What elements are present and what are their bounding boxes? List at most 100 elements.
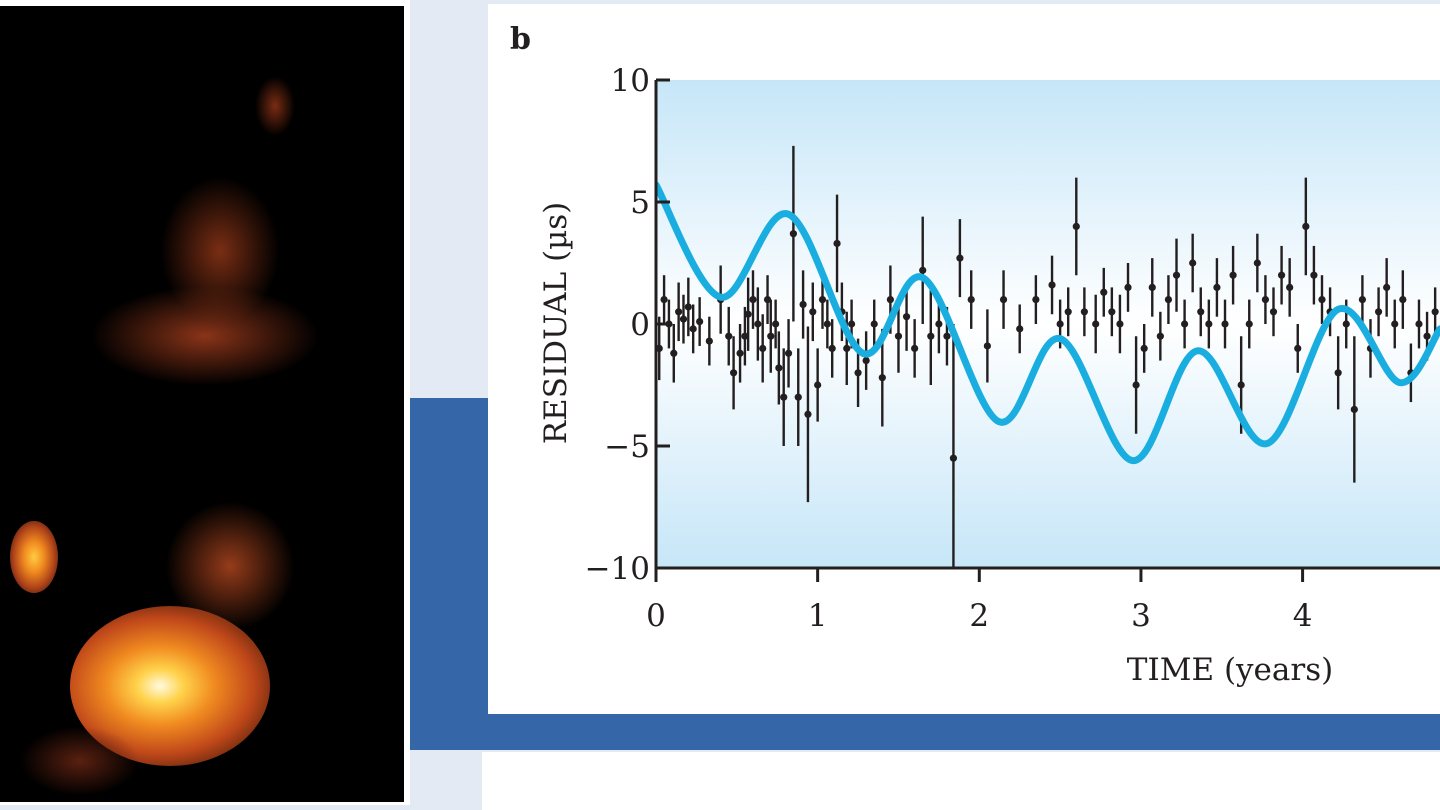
point-marker [660,296,668,304]
point-marker [1318,296,1326,304]
point-marker [749,296,757,304]
radio-image [0,6,404,802]
data-point [804,326,812,503]
data-point [767,299,775,373]
data-point [967,270,975,329]
point-marker [675,308,683,316]
point-marker [1245,320,1253,328]
point-marker [919,266,927,274]
point-marker [799,300,807,309]
y-axis-label: RESIDUAL (µs) [538,202,574,445]
point-marker [1148,283,1156,291]
data-point [1229,245,1237,305]
data-point [1205,299,1213,349]
data-point [1374,287,1383,337]
point-marker [725,332,733,340]
data-point [862,331,870,390]
y-tick-label: −5 [604,429,650,465]
point-marker [1213,283,1221,291]
data-point [744,277,752,351]
data-point [780,348,788,446]
point-marker [789,230,798,238]
point-marker [967,296,975,304]
point-marker [1116,320,1124,328]
point-marker [705,337,713,345]
fit-curve [656,181,1440,465]
point-marker [679,315,688,323]
data-point [1415,299,1423,349]
point-marker [1391,320,1399,328]
data-point [1350,336,1358,483]
point-marker [1189,259,1197,267]
data-point [1197,287,1205,337]
point-marker [1156,332,1164,340]
point-marker [1197,308,1205,316]
point-marker [843,344,851,352]
data-point [1064,287,1072,337]
point-marker [828,344,836,352]
point-marker [943,332,951,340]
point-marker [780,393,788,401]
point-marker [759,344,767,352]
data-point [660,275,668,324]
point-marker [1334,369,1342,377]
data-point [1189,233,1197,293]
x-tick-label: 3 [1131,598,1151,634]
point-marker [862,357,870,365]
data-point [705,316,713,366]
point-marker [1016,325,1024,333]
point-marker [1399,296,1407,304]
data-point [725,306,733,366]
point-marker [1237,381,1245,389]
panel-label: b [510,22,531,57]
data-point [809,282,817,342]
point-marker [854,369,862,377]
point-marker [847,320,856,328]
point-marker [833,239,841,248]
point-marker [1092,320,1100,328]
y-tick-label: 0 [630,307,650,343]
data-point [789,145,798,322]
data-point [1383,258,1391,317]
data-point [927,287,935,385]
data-point [784,319,793,388]
emission-blob [20,726,140,796]
data-point [1116,294,1124,354]
point-marker [744,310,752,318]
panel-a-frame [0,0,410,805]
point-marker [1374,308,1383,316]
data-point [1016,304,1024,354]
point-marker [767,332,775,340]
data-point [1172,238,1181,312]
data-point [1261,275,1270,324]
data-point [1072,177,1080,276]
x-tick-label: 1 [808,598,828,634]
data-point [1092,294,1100,354]
data-point [1302,177,1310,276]
point-marker [902,313,911,321]
emission-blob [90,286,320,386]
data-point [1100,267,1108,317]
data-point [759,314,767,383]
point-marker [1100,288,1108,296]
point-marker [696,317,704,326]
data-point [999,270,1008,329]
x-tick-label: 2 [969,598,989,634]
point-marker [956,254,964,262]
point-marker [949,454,958,462]
data-point [1221,299,1229,349]
point-marker [670,349,678,357]
data-point [1245,299,1253,349]
data-point [1358,275,1367,324]
emission-blob [10,521,58,593]
emission-blob [255,76,295,136]
point-marker [1286,283,1294,291]
x-tick-label: 4 [1293,598,1313,634]
data-point [1108,287,1116,337]
data-point [696,297,704,346]
data-point [1253,233,1261,293]
point-marker [999,296,1008,304]
data-point [902,282,911,351]
point-marker [784,349,793,357]
